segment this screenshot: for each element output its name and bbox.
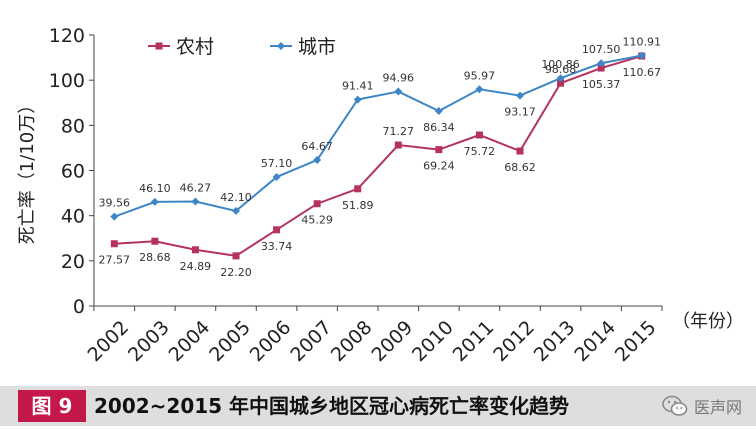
data-point-urban: [556, 74, 565, 83]
data-point-rural: [232, 252, 240, 260]
data-label-urban: 86.34: [423, 121, 455, 134]
y-tick-label: 100: [49, 70, 85, 92]
data-point-urban: [637, 51, 646, 60]
series-line-rural: [114, 55, 642, 257]
data-label-rural: 28.68: [139, 251, 171, 264]
data-label-urban: 42.10: [220, 191, 252, 204]
data-label-urban: 46.10: [139, 182, 171, 195]
data-point-rural: [151, 237, 159, 245]
data-label-urban: 95.97: [464, 69, 496, 82]
data-point-urban: [313, 155, 322, 164]
legend: 农村 城市: [148, 36, 336, 58]
data-point-urban: [597, 59, 606, 68]
data-point-urban: [516, 91, 524, 100]
data-label-rural: 68.62: [504, 161, 536, 174]
legend-label-urban: 城市: [298, 36, 336, 58]
data-point-rural: [273, 226, 281, 234]
data-point-rural: [191, 246, 199, 254]
data-label-rural: 51.89: [342, 199, 374, 212]
line-chart: 0 20 40 60 80 100 120 200220032004200520062007…: [17, 25, 744, 366]
data-point-urban: [434, 107, 443, 116]
x-tick-label: 2012: [489, 316, 539, 366]
y-tick-label: 40: [61, 206, 85, 228]
data-point-urban: [475, 85, 484, 94]
x-tick-label: 2008: [327, 316, 377, 366]
y-ticks: 0 20 40 60 80 100 120: [49, 25, 94, 318]
data-point-urban: [150, 197, 159, 206]
data-label-rural: 22.20: [220, 266, 252, 279]
data-label-rural: 75.72: [464, 145, 496, 158]
watermark: 医声网: [662, 392, 742, 420]
legend-marker-rural: [155, 42, 163, 50]
data-point-rural: [110, 240, 118, 248]
data-point-rural: [475, 131, 483, 139]
data-point-urban: [272, 173, 281, 182]
data-label-urban: 93.17: [504, 106, 536, 119]
x-ticks: 2002200320042005200620072008200920102011…: [83, 306, 663, 366]
data-point-rural: [354, 185, 362, 193]
legend-label-rural: 农村: [176, 36, 214, 58]
data-point-rural: [597, 64, 605, 72]
figure-title: 2002~2015 年中国城乡地区冠心病死亡率变化趋势: [94, 394, 570, 418]
data-label-urban: 57.10: [261, 157, 293, 170]
watermark-text: 医声网: [693, 398, 742, 417]
data-label-rural: 33.74: [261, 240, 293, 253]
legend-marker-urban: [277, 42, 285, 50]
y-tick-label: 0: [73, 296, 85, 318]
data-point-urban: [394, 87, 403, 96]
data-point-urban: [110, 212, 119, 221]
data-point-rural: [557, 79, 565, 87]
data-label-urban: 94.96: [383, 72, 415, 85]
x-axis-unit-label: （年份）: [672, 311, 744, 332]
x-tick-label: 2005: [205, 316, 255, 366]
data-label-urban: 107.50: [582, 43, 621, 56]
data-label-rural: 71.27: [383, 125, 415, 138]
data-label-rural: 45.29: [301, 214, 333, 227]
data-label-urban: 39.56: [99, 197, 131, 210]
data-label-rural: 69.24: [423, 160, 455, 173]
data-point-urban: [191, 197, 200, 206]
data-label-urban: 110.91: [622, 36, 661, 49]
x-tick-label: 2002: [83, 316, 133, 366]
x-tick-label: 2007: [286, 316, 336, 366]
x-tick-label: 2010: [408, 316, 458, 366]
wechat-icon: [662, 395, 688, 416]
x-tick-label: 2011: [449, 316, 499, 366]
x-tick-label: 2014: [570, 316, 620, 366]
data-label-rural: 24.89: [180, 260, 212, 273]
data-point-rural: [435, 146, 443, 154]
series-line-urban: [113, 54, 642, 218]
data-label-rural: 98.68: [545, 63, 577, 76]
x-tick-label: 2003: [124, 316, 174, 366]
figure-caption-bar: 图 9 2002~2015 年中国城乡地区冠心病死亡率变化趋势: [0, 386, 756, 426]
data-labels-layer: 27.57 28.68 24.89 22.20 33.74 45.29 51.89 71.27…: [99, 36, 661, 279]
y-tick-label: 80: [61, 115, 85, 137]
data-label-urban: 46.27: [180, 182, 212, 195]
data-point-rural: [313, 200, 321, 208]
y-tick-label: 20: [61, 251, 85, 273]
data-label-urban: 64.67: [301, 140, 333, 153]
x-tick-label: 2015: [611, 316, 661, 366]
y-tick-label: 120: [49, 25, 85, 47]
x-tick-label: 2009: [367, 316, 417, 366]
data-point-rural: [394, 141, 402, 149]
data-label-rural: 27.57: [99, 254, 131, 267]
x-tick-label: 2013: [530, 316, 580, 366]
data-label-urban: 91.41: [342, 80, 374, 93]
series-layer: [110, 51, 646, 260]
x-tick-label: 2004: [165, 316, 215, 366]
data-point-rural: [516, 147, 524, 155]
y-axis-label: 死亡率（1/10万）: [17, 96, 38, 244]
x-tick-label: 2006: [246, 316, 296, 366]
data-point-urban: [232, 206, 240, 215]
figure-number-badge: 图 9: [18, 390, 86, 422]
y-tick-label: 60: [61, 161, 85, 183]
data-label-rural: 105.37: [582, 78, 621, 91]
data-label-rural: 110.67: [622, 66, 661, 79]
data-point-urban: [353, 95, 362, 104]
data-label-urban: 100.86: [541, 58, 580, 71]
